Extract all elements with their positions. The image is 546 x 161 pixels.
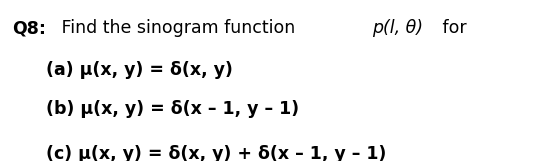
Text: for: for [437,19,467,37]
Text: (c) μ(x, y) = δ(x, y) + δ(x – 1, y – 1): (c) μ(x, y) = δ(x, y) + δ(x – 1, y – 1) [46,145,387,161]
Text: (b) μ(x, y) = δ(x – 1, y – 1): (b) μ(x, y) = δ(x – 1, y – 1) [46,100,300,118]
Text: (a) μ(x, y) = δ(x, y): (a) μ(x, y) = δ(x, y) [46,61,233,79]
Text: Find the sinogram function: Find the sinogram function [56,19,301,37]
Text: p(l, θ): p(l, θ) [372,19,423,37]
Text: Q8:: Q8: [12,19,46,37]
